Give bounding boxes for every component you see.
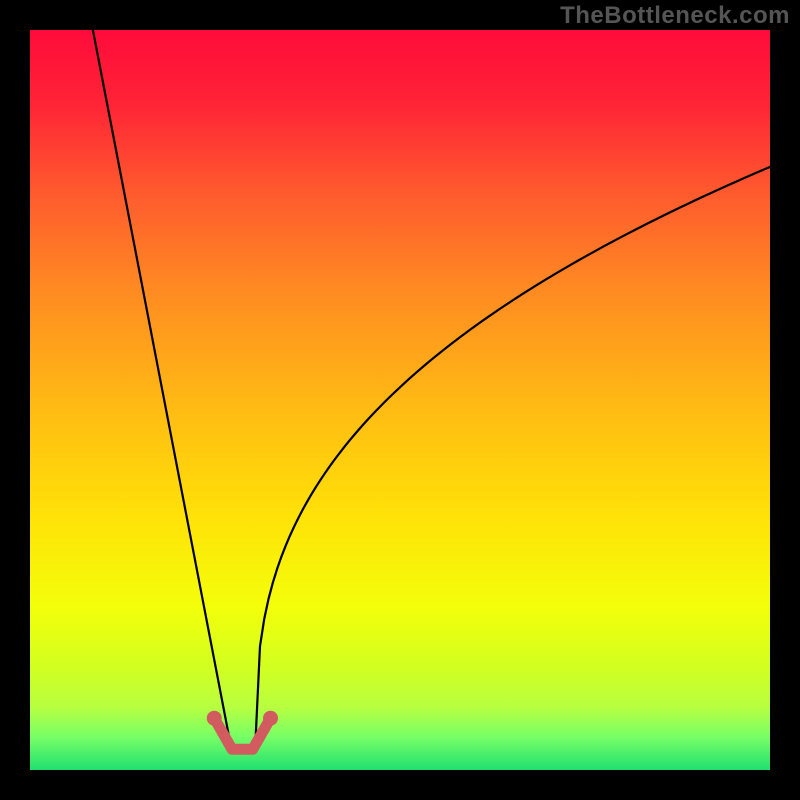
valley-right-dot: [263, 711, 278, 726]
plot-area: [30, 30, 770, 770]
watermark-text: TheBottleneck.com: [560, 2, 790, 30]
chart-stage: TheBottleneck.com: [0, 0, 800, 800]
chart-svg: [0, 0, 800, 800]
valley-left-dot: [207, 711, 222, 726]
